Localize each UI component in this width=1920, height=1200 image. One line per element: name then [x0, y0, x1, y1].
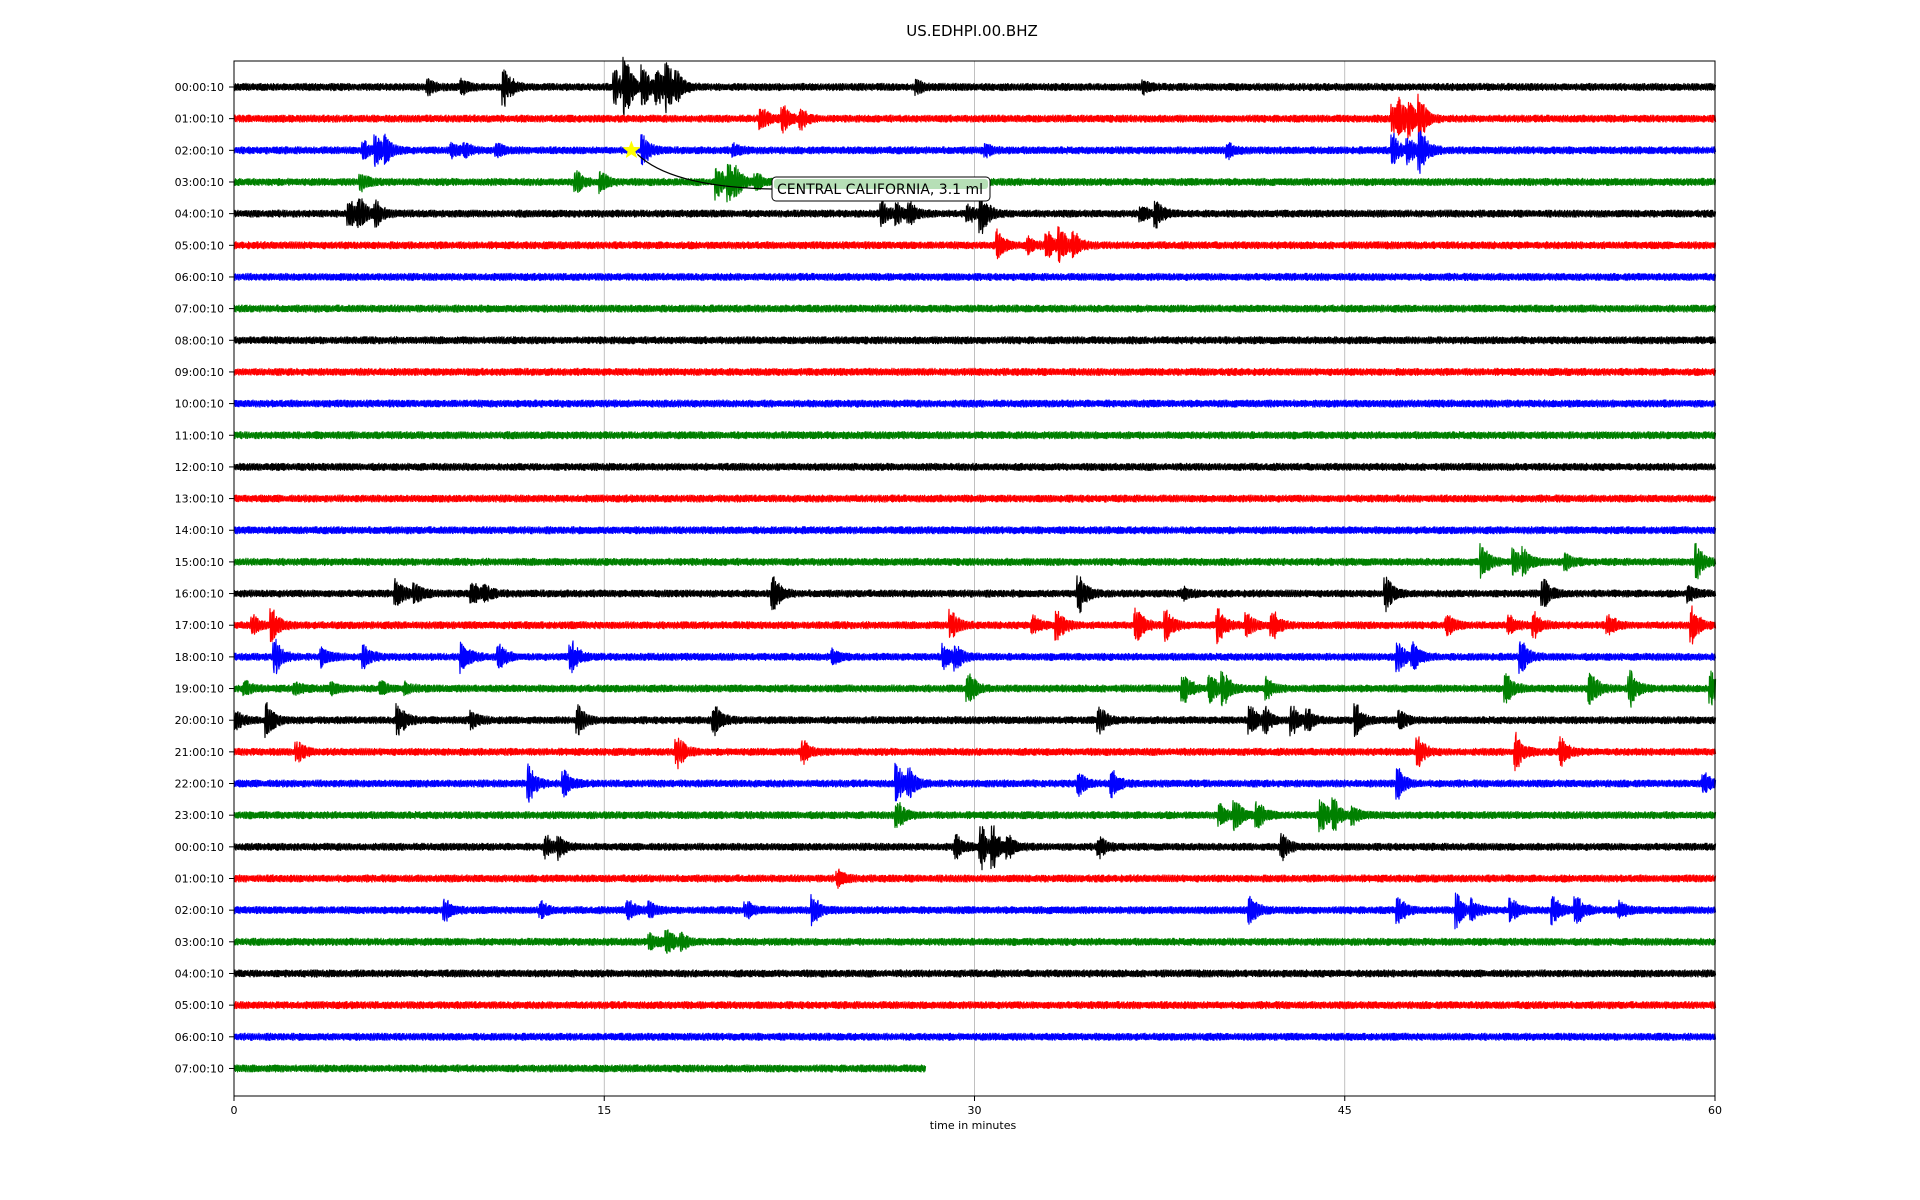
- row-time-label: 19:00:10: [175, 683, 224, 696]
- row-time-label: 20:00:10: [175, 714, 224, 727]
- row-time-label: 03:00:10: [175, 176, 224, 189]
- trace-row-13: [233, 494, 1717, 503]
- row-time-label: 05:00:10: [175, 999, 224, 1012]
- trace-row-6: [233, 272, 1717, 282]
- row-time-label: 04:00:10: [175, 208, 224, 221]
- trace-row-29: [233, 1000, 1717, 1010]
- x-axis-ticks: 0 15 30 45 60: [231, 1096, 1722, 1117]
- trace-row-4: [233, 190, 1717, 235]
- row-time-label: 13:00:10: [175, 493, 224, 506]
- row-time-label: 18:00:10: [175, 651, 224, 664]
- row-time-label: 01:00:10: [175, 113, 224, 126]
- row-time-label: 11:00:10: [175, 429, 224, 442]
- trace-row-10: [233, 399, 1717, 408]
- trace-row-5: [233, 226, 1717, 263]
- trace-row-1: [233, 93, 1717, 139]
- row-time-label: 16:00:10: [175, 588, 224, 601]
- row-time-label: 10:00:10: [175, 398, 224, 411]
- row-time-label: 23:00:10: [175, 809, 224, 822]
- row-time-label: 21:00:10: [175, 746, 224, 759]
- trace-row-28: [233, 969, 1717, 978]
- trace-row-16: [233, 575, 1717, 614]
- trace-layer: [233, 56, 1717, 1073]
- row-time-label: 07:00:10: [175, 303, 224, 316]
- trace-row-21: [233, 731, 1717, 772]
- row-time-label: 07:00:10: [175, 1062, 224, 1075]
- trace-row-18: [233, 638, 1717, 675]
- trace-row-26: [233, 892, 1717, 930]
- row-time-label: 08:00:10: [175, 334, 224, 347]
- trace-row-30: [233, 1032, 1717, 1041]
- event-annotation: CENTRAL CALIFORNIA, 3.1 ml: [622, 140, 991, 202]
- chart-title: US.EDHPI.00.BHZ: [906, 22, 1038, 40]
- row-time-label: 14:00:10: [175, 524, 224, 537]
- trace-row-0: [233, 56, 1717, 117]
- x-tick-label: 15: [597, 1104, 611, 1117]
- trace-row-8: [233, 336, 1717, 345]
- row-time-labels: 00:00:10 01:00:10 02:00:10 03:00:10 04:00:10…: [175, 81, 234, 1075]
- row-time-label: 01:00:10: [175, 873, 224, 886]
- trace-row-7: [233, 304, 1717, 313]
- x-axis-title: time in minutes: [930, 1119, 1017, 1132]
- row-time-label: 09:00:10: [175, 366, 224, 379]
- trace-row-15: [233, 542, 1717, 580]
- row-time-label: 17:00:10: [175, 619, 224, 632]
- row-time-label: 02:00:10: [175, 144, 224, 157]
- trace-row-14: [233, 526, 1717, 535]
- plot-frame: [233, 60, 1716, 1097]
- trace-row-25: [233, 868, 1717, 889]
- x-tick-label: 60: [1708, 1104, 1722, 1117]
- row-time-label: 15:00:10: [175, 556, 224, 569]
- trace-row-2: [233, 130, 1717, 174]
- trace-row-17: [233, 605, 1717, 645]
- row-time-label: 05:00:10: [175, 239, 224, 252]
- trace-row-9: [233, 367, 1717, 377]
- row-time-label: 03:00:10: [175, 936, 224, 949]
- trace-row-22: [233, 762, 1717, 803]
- trace-row-24: [233, 825, 1717, 871]
- trace-row-12: [233, 462, 1717, 472]
- grid-lines: [603, 61, 1346, 1096]
- trace-row-31: [233, 1064, 927, 1073]
- row-time-label: 02:00:10: [175, 904, 224, 917]
- trace-row-11: [233, 431, 1717, 440]
- trace-row-20: [233, 702, 1717, 739]
- annotation-arrow: [636, 153, 773, 190]
- x-tick-label: 0: [231, 1104, 238, 1117]
- row-time-label: 12:00:10: [175, 461, 224, 474]
- row-time-label: 06:00:10: [175, 1031, 224, 1044]
- annotation-text: CENTRAL CALIFORNIA, 3.1 ml: [777, 182, 983, 198]
- trace-row-19: [233, 669, 1717, 708]
- x-tick-label: 45: [1338, 1104, 1352, 1117]
- x-tick-label: 30: [968, 1104, 982, 1117]
- event-star-marker: [622, 140, 641, 159]
- row-time-label: 04:00:10: [175, 967, 224, 980]
- row-time-label: 00:00:10: [175, 81, 224, 94]
- row-time-label: 22:00:10: [175, 778, 224, 791]
- row-time-label: 06:00:10: [175, 271, 224, 284]
- trace-row-27: [233, 929, 1717, 954]
- trace-row-23: [233, 797, 1717, 833]
- annotation-box-highlight: [774, 179, 988, 189]
- row-time-label: 00:00:10: [175, 841, 224, 854]
